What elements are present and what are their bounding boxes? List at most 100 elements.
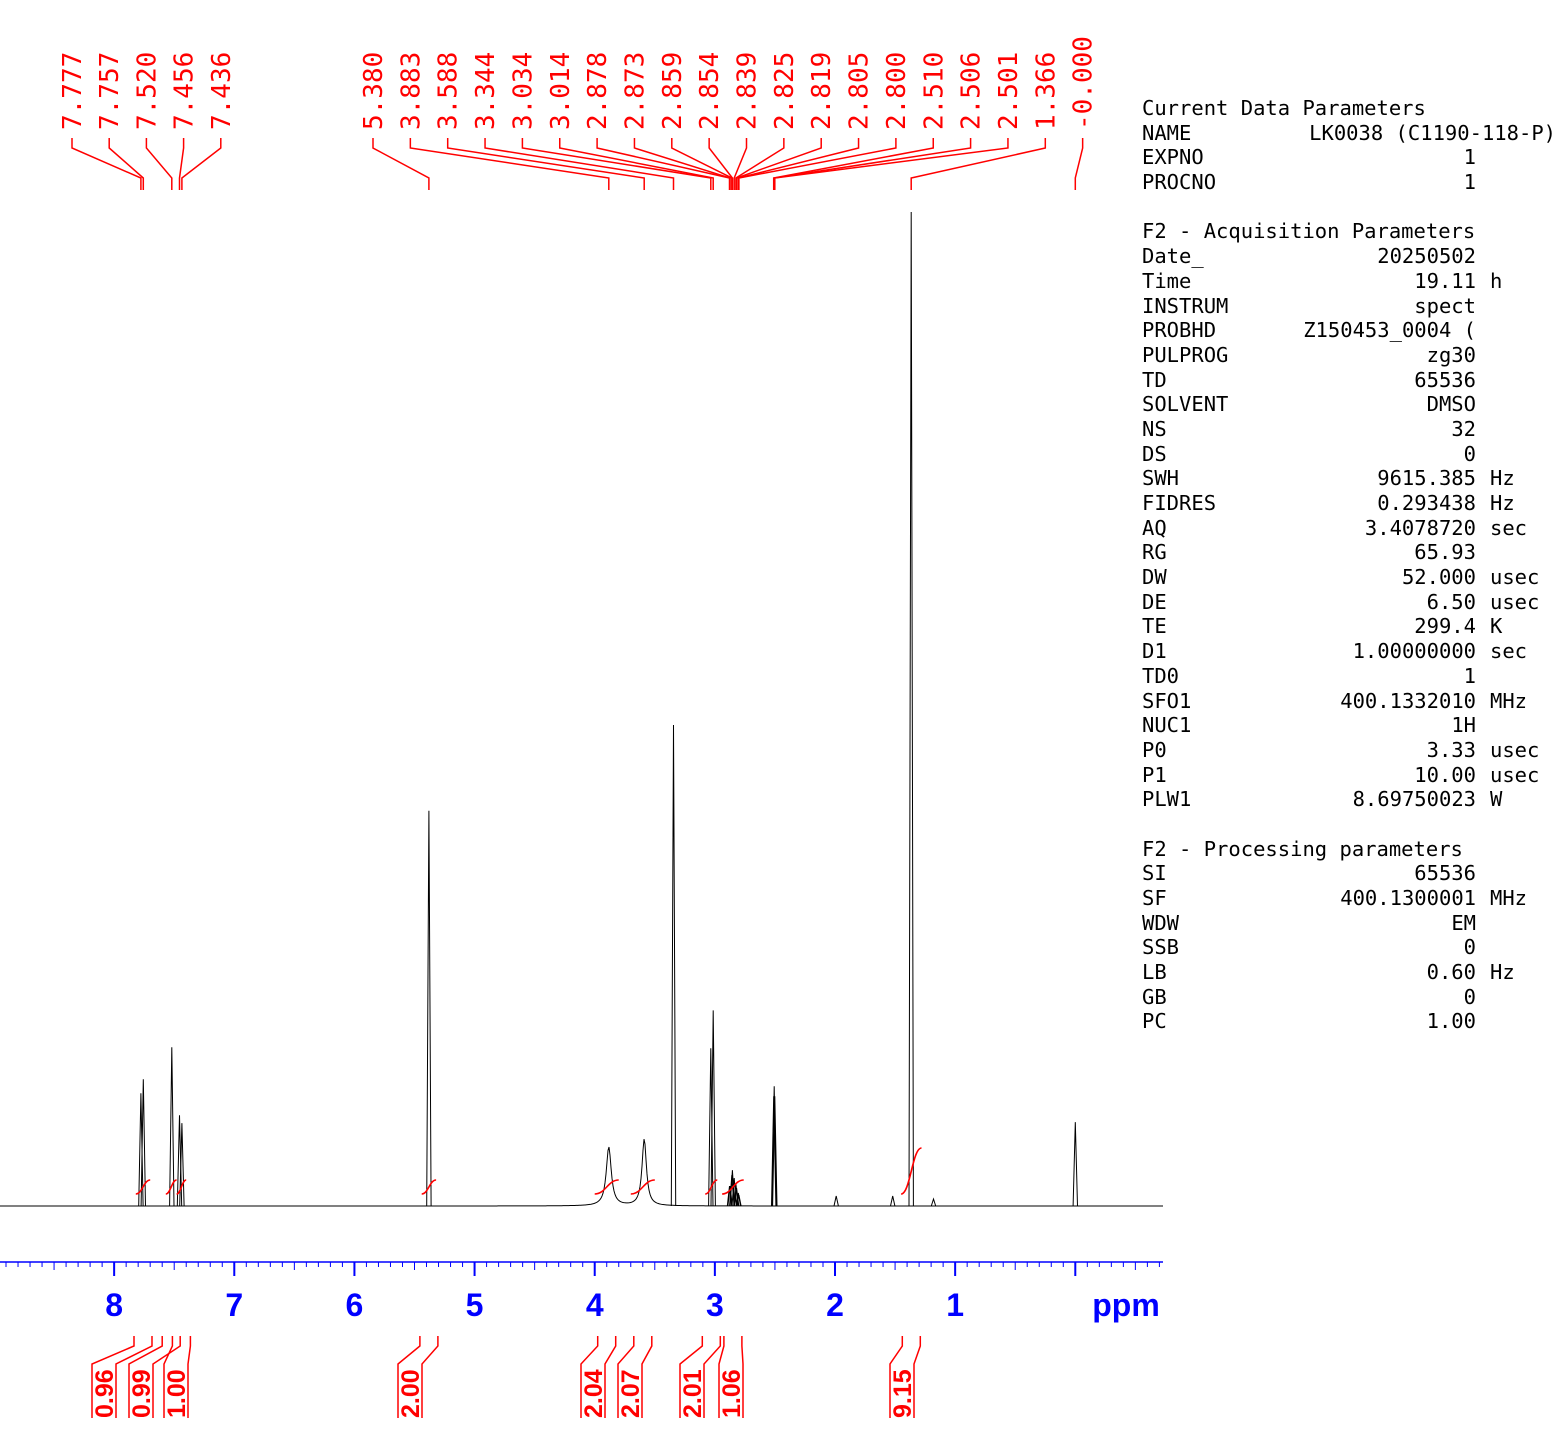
peak-leader-line [108, 138, 145, 190]
parameter-row: SSB 0 [1142, 935, 1562, 960]
parameter-value: EM [1451, 910, 1476, 935]
integral-label: 2.01 [679, 1369, 707, 1418]
parameter-value: 1 [1463, 145, 1476, 170]
peak-label: 7.520 [132, 52, 162, 130]
peak-leader-line [735, 138, 822, 190]
parameter-unit: h [1490, 268, 1503, 293]
spectrum-peak [138, 1093, 144, 1207]
integral-label: 2.00 [397, 1369, 425, 1418]
parameter-key: DE [1142, 589, 1167, 614]
spectrum-peak [1072, 1122, 1078, 1207]
peak-leader-line [372, 138, 430, 190]
peak-leader-line [737, 138, 860, 190]
spectrum-peak [708, 1048, 714, 1207]
peak-label: 2.501 [994, 52, 1024, 130]
parameter-value: 9615.385 [1377, 466, 1476, 491]
integral-bracket [889, 1336, 922, 1418]
parameter-value: 3.33 [1426, 737, 1476, 762]
parameter-spacer [1142, 195, 1562, 220]
parameter-key: SWH [1142, 466, 1180, 491]
parameter-value: 10.00 [1414, 762, 1476, 787]
parameter-row: PC 1.00 [1142, 1009, 1562, 1034]
parameter-key: Date_ [1142, 244, 1204, 269]
integral-curve [176, 1179, 187, 1195]
parameter-row: NS 32 [1142, 417, 1562, 442]
integral-label: 9.15 [889, 1369, 917, 1418]
parameter-key: PROCNO [1142, 170, 1217, 195]
parameter-row: D1 1.00000000 sec [1142, 639, 1562, 664]
integral-label: 1.06 [718, 1369, 746, 1418]
parameter-unit: Hz [1490, 491, 1515, 515]
parameter-row: GB 0 [1142, 985, 1562, 1010]
integral-label: 1.00 [163, 1369, 191, 1418]
spectrum-peak [727, 1185, 733, 1207]
x-tick-label: 4 [586, 1287, 604, 1323]
spectrum-peak [426, 810, 432, 1207]
integral-bracket [128, 1336, 181, 1418]
parameter-value: 65536 [1414, 367, 1476, 392]
peak-leader-line [633, 138, 731, 190]
parameter-key: SSB [1142, 935, 1180, 960]
spectrum-peak [930, 1197, 937, 1207]
peak-leader-line [773, 138, 972, 190]
parameter-key: PLW1 [1142, 787, 1192, 812]
peak-label: 7.757 [95, 52, 125, 130]
parameter-key: D1 [1142, 639, 1167, 664]
parameter-key: P1 [1142, 762, 1167, 787]
parameter-row: NUC1 1H [1142, 713, 1562, 738]
parameter-value: 65.93 [1414, 540, 1476, 565]
parameter-row: SI 65536 [1142, 861, 1562, 886]
parameter-row: SOLVENT DMSO [1142, 392, 1562, 417]
parameter-value: 0 [1463, 441, 1476, 466]
parameter-value: LK0038 (C1190-118-P) [1309, 120, 1556, 145]
peak-leader-line [772, 138, 934, 190]
peak-label: -0.000 [1069, 36, 1099, 130]
integral-curve [900, 1147, 922, 1195]
parameter-key: RG [1142, 540, 1167, 565]
parameter-section-label: F2 - Processing parameters [1142, 836, 1463, 861]
x-tick-label: 6 [346, 1287, 364, 1323]
integral-curve [630, 1179, 655, 1195]
parameter-value: 1H [1451, 713, 1476, 738]
parameter-section-title: F2 - Acquisition Parameters [1142, 219, 1562, 244]
parameter-unit: usec [1490, 762, 1540, 787]
peak-leader-line [484, 138, 675, 190]
peak-label: 5.380 [359, 52, 389, 130]
parameter-row: AQ 3.4078720 sec [1142, 516, 1562, 541]
parameter-key: DS [1142, 441, 1167, 466]
parameter-value: 299.4 [1414, 614, 1476, 639]
parameter-row: WDW EM [1142, 911, 1562, 936]
parameter-key: NS [1142, 416, 1167, 441]
parameter-row: SWH 9615.385 Hz [1142, 466, 1562, 491]
parameter-key: GB [1142, 984, 1167, 1009]
spectrum-peak [670, 724, 677, 1207]
peak-leader-line [733, 138, 748, 190]
parameter-row: PROBHD Z150453_0004 ( [1142, 318, 1562, 343]
parameter-row: Date_ 20250502 [1142, 244, 1562, 269]
parameter-key: NAME [1142, 120, 1192, 145]
peak-label: 2.800 [882, 52, 912, 130]
x-axis-label: ppm [1092, 1287, 1160, 1323]
parameter-value: 0.293438 [1377, 491, 1476, 515]
spectrum-peak [890, 1195, 896, 1207]
peak-label: 2.859 [658, 52, 688, 130]
parameter-row: Time 19.11 h [1142, 269, 1562, 294]
peak-label: 3.034 [508, 52, 538, 130]
x-tick-label: 2 [826, 1287, 844, 1323]
parameter-key: TE [1142, 614, 1167, 639]
parameter-unit: MHz [1490, 886, 1528, 910]
integral-curve [721, 1179, 744, 1195]
parameter-value: 6.50 [1426, 589, 1476, 614]
spectrum-peak [710, 1010, 716, 1207]
parameter-value: zg30 [1426, 342, 1476, 367]
parameter-value: 0 [1463, 935, 1476, 960]
parameter-section-label: F2 - Acquisition Parameters [1142, 219, 1476, 244]
integral-label: 0.99 [128, 1369, 156, 1418]
parameter-key: SF [1142, 886, 1167, 910]
integral-label: 0.96 [91, 1369, 119, 1418]
parameter-key: EXPNO [1142, 145, 1204, 170]
parameter-row: PLW1 8.69750023 W [1142, 787, 1562, 812]
peak-label: 2.510 [919, 52, 949, 130]
spectrum-peak [833, 1195, 839, 1207]
